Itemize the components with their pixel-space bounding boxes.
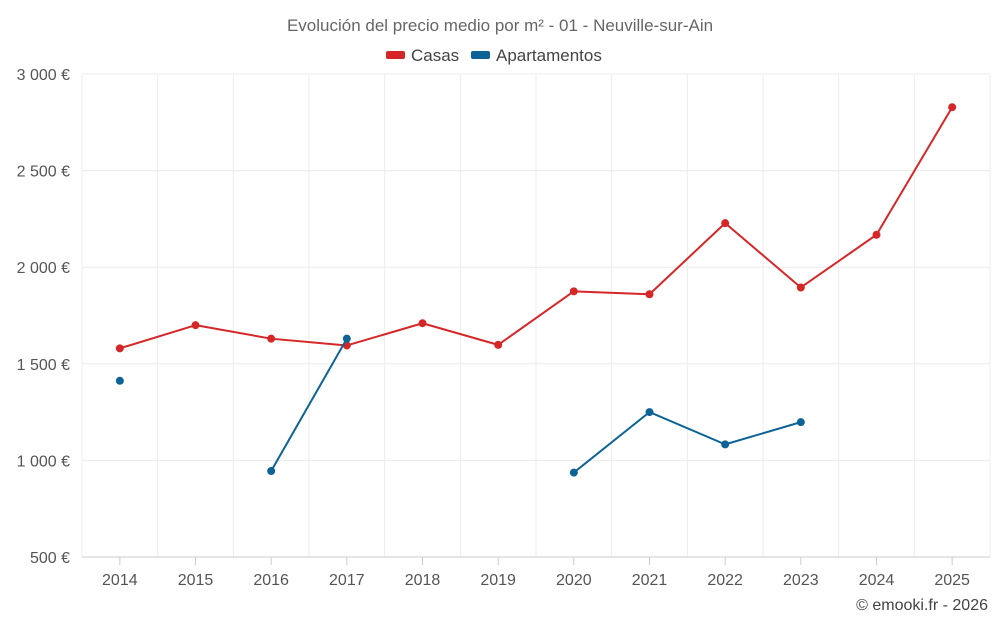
y-tick-label: 2 000 €: [17, 260, 70, 277]
data-point[interactable]: [342, 334, 351, 343]
data-point[interactable]: [796, 283, 805, 292]
x-tick-label: 2021: [632, 572, 668, 589]
x-axis: 2014 2015 2016 2017 2018 2019 2020 2021 2022 2023…: [82, 556, 990, 589]
x-tick-label: 2014: [102, 572, 138, 589]
chart-title: Evolución del precio medio por m² - 01 -…: [287, 16, 713, 35]
x-tick-label: 2025: [934, 572, 970, 589]
legend-swatch: [471, 51, 490, 59]
series-line: [119, 106, 954, 350]
y-tick-label: 1 500 €: [17, 357, 70, 374]
x-tick-label: 2016: [253, 572, 289, 589]
y-tick-label: 500 €: [30, 550, 70, 567]
y-tick-label: 2 500 €: [17, 164, 70, 181]
legend-swatch: [386, 51, 405, 59]
data-point[interactable]: [721, 219, 730, 228]
x-tick-label: 2015: [178, 572, 214, 589]
data-point[interactable]: [872, 230, 881, 239]
data-point[interactable]: [191, 321, 200, 330]
data-point[interactable]: [115, 376, 124, 385]
data-point[interactable]: [645, 290, 654, 299]
data-point[interactable]: [721, 440, 730, 449]
y-tick-label: 1 000 €: [17, 453, 70, 470]
legend-label[interactable]: Apartamentos: [496, 46, 602, 65]
data-point[interactable]: [569, 287, 578, 296]
data-point[interactable]: [569, 468, 578, 477]
x-tick-label: 2018: [405, 572, 441, 589]
series-group: [115, 103, 957, 477]
data-point[interactable]: [494, 340, 503, 349]
x-tick-label: 2022: [707, 572, 743, 589]
y-tick-label: 3 000 €: [17, 67, 70, 84]
series-casas: [115, 103, 957, 353]
gridlines: [81, 73, 991, 557]
data-point[interactable]: [645, 408, 654, 417]
credit-text: © emooki.fr - 2026: [856, 597, 988, 614]
x-tick-label: 2024: [859, 572, 895, 589]
data-point[interactable]: [267, 467, 276, 476]
x-tick-label: 2019: [480, 572, 516, 589]
data-point[interactable]: [115, 344, 124, 353]
x-tick-label: 2023: [783, 572, 819, 589]
data-point[interactable]: [948, 103, 957, 112]
series-line: [573, 411, 802, 474]
y-axis: 500 € 1 000 € 1 500 € 2 000 € 2 500 € 3 000 €: [17, 67, 70, 567]
x-tick-label: 2020: [556, 572, 592, 589]
series-line: [270, 338, 348, 472]
series-apartamentos: [115, 334, 805, 477]
legend-label[interactable]: Casas: [411, 46, 459, 65]
data-point[interactable]: [267, 334, 276, 343]
x-tick-label: 2017: [329, 572, 365, 589]
data-point[interactable]: [418, 319, 427, 328]
legend: Casas Apartamentos: [386, 46, 602, 65]
data-point[interactable]: [796, 418, 805, 427]
